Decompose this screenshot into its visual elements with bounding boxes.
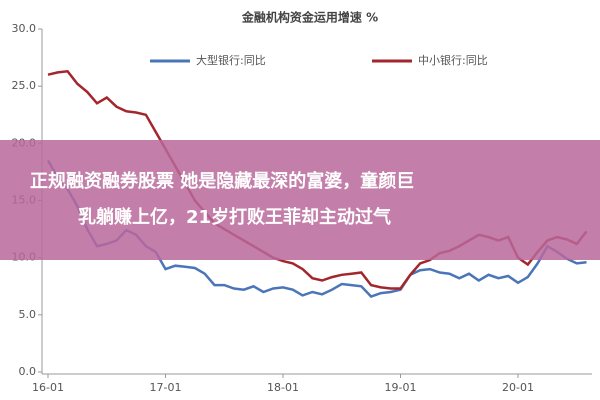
legend-label: 大型银行:同比: [196, 53, 266, 67]
banner: [0, 140, 600, 260]
chart-title: 金融机构资金运用增速 %: [241, 10, 378, 25]
x-tick-label: 17-01: [150, 381, 182, 394]
x-tick-label: 20-01: [502, 381, 534, 394]
banner-text: 乳躺赚上亿，21岁打败王菲却主动过气: [78, 206, 391, 228]
y-tick-label: 0.0: [19, 365, 37, 378]
y-tick-label: 25.0: [12, 79, 37, 92]
legend-label: 中小银行:同比: [418, 53, 488, 67]
banner-text: 正规融资融券股票 她是隐藏最深的富婆，童颜巨: [30, 170, 414, 192]
y-tick-label: 5.0: [19, 308, 37, 321]
x-tick-label: 19-01: [385, 381, 417, 394]
x-tick-label: 18-01: [267, 381, 299, 394]
x-tick-label: 16-01: [32, 381, 64, 394]
y-tick-label: 30.0: [12, 22, 37, 35]
